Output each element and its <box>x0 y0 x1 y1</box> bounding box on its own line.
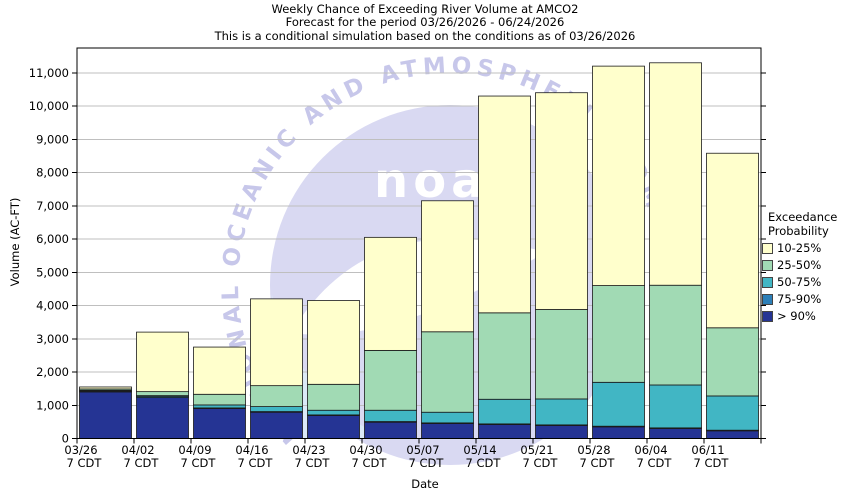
bar-segment <box>307 300 360 385</box>
bar-segment <box>421 411 474 424</box>
chart-titles: Weekly Chance of Exceeding River Volume … <box>0 2 850 43</box>
bar-segment <box>136 331 189 393</box>
y-tick-label: 1,000 <box>36 398 69 412</box>
bar-segment <box>535 398 588 426</box>
bar-segment <box>649 62 702 286</box>
y-tick-label: 6,000 <box>36 232 69 246</box>
x-tick-label: 04/09 7 CDT <box>178 443 216 470</box>
y-axis-label: Volume (AC-FT) <box>8 197 22 287</box>
legend-swatch <box>762 311 773 322</box>
bar-segment <box>307 383 360 411</box>
bar-segment <box>706 152 759 329</box>
bar-segment <box>364 236 417 351</box>
x-tick-label: 04/30 7 CDT <box>349 443 387 470</box>
bar-segment <box>706 395 759 431</box>
legend-item: 10-25% <box>762 242 837 255</box>
bar-segment <box>478 95 531 314</box>
y-tick-label: 4,000 <box>36 299 69 313</box>
x-tick-label: 05/21 7 CDT <box>520 443 558 470</box>
bar-segment <box>193 408 246 439</box>
bar-segment <box>307 415 360 439</box>
legend-swatch <box>762 260 773 271</box>
bar-segment <box>193 404 246 409</box>
bar-segment <box>706 327 759 397</box>
legend-items: 10-25% 25-50% 50-75% 75-90% > 90% <box>762 242 837 323</box>
bar-segment <box>478 312 531 400</box>
legend-label: 25-50% <box>777 258 822 272</box>
x-tick-label: 06/11 7 CDT <box>691 443 729 470</box>
bar-segment <box>79 386 132 390</box>
bar-segment <box>421 423 474 439</box>
chart-title-line3: This is a conditional simulation based o… <box>214 28 636 43</box>
legend-label: 50-75% <box>777 275 822 289</box>
bar-segment <box>193 346 246 395</box>
x-tick-label: 05/14 7 CDT <box>463 443 501 470</box>
x-tick-label: 06/04 7 CDT <box>634 443 672 470</box>
bar-segment <box>136 397 189 439</box>
x-tick-label: 03/26 7 CDT <box>64 443 102 470</box>
x-tick-label: 04/02 7 CDT <box>121 443 159 470</box>
legend-swatch <box>762 243 773 254</box>
legend-item: 25-50% <box>762 259 837 272</box>
bar-segment <box>250 385 303 407</box>
bar-segment <box>592 285 645 383</box>
bar-segment <box>250 298 303 387</box>
y-tick-label: 2,000 <box>36 365 69 379</box>
bar-segment <box>478 398 531 425</box>
y-tick-label: 0 <box>62 432 69 446</box>
bar-segment <box>307 409 360 416</box>
bar-segment <box>649 284 702 386</box>
x-tick-label: 05/28 7 CDT <box>577 443 615 470</box>
y-tick-label: 7,000 <box>36 199 69 213</box>
x-tick-label: 05/07 7 CDT <box>406 443 444 470</box>
bar-segment <box>421 200 474 333</box>
legend: Exceedance Probability 10-25% 25-50% 50-75… <box>762 210 837 323</box>
bar-segment <box>364 421 417 439</box>
legend-label: 75-90% <box>777 292 822 306</box>
legend-item: 50-75% <box>762 276 837 289</box>
y-tick-label: 11,000 <box>29 66 69 80</box>
chart-title-line1: Weekly Chance of Exceeding River Volume … <box>271 2 579 16</box>
legend-label: 10-25% <box>777 241 822 255</box>
bar-segment <box>364 349 417 411</box>
y-tick-label: 5,000 <box>36 265 69 279</box>
bar-segment <box>79 391 132 439</box>
x-tick-label: 04/23 7 CDT <box>292 443 330 470</box>
bar-segment <box>136 391 189 397</box>
bar-segment <box>364 409 417 422</box>
legend-title-line1: Exceedance <box>768 210 838 224</box>
bar-segment <box>592 426 645 439</box>
chart-title-line2: Forecast for the period 03/26/2026 - 06/… <box>285 15 565 30</box>
legend-item: > 90% <box>762 310 837 323</box>
legend-item: 75-90% <box>762 293 837 306</box>
bar-segment <box>250 411 303 439</box>
bar-segment <box>592 381 645 427</box>
bar-segment <box>535 425 588 439</box>
bar-segment <box>421 331 474 413</box>
legend-title: Exceedance Probability <box>762 210 837 238</box>
legend-label: > 90% <box>777 309 816 323</box>
bar-segment <box>250 406 303 412</box>
bar-segment <box>592 65 645 286</box>
y-tick-label: 8,000 <box>36 166 69 180</box>
y-tick-label: 3,000 <box>36 332 69 346</box>
x-axis-label: Date <box>411 477 439 491</box>
plot-border <box>76 47 762 439</box>
bar-segment <box>649 384 702 429</box>
legend-swatch <box>762 277 773 288</box>
bar-segment <box>706 430 759 439</box>
bar-segment <box>193 393 246 406</box>
legend-title-line2: Probability <box>768 224 829 238</box>
bar-segment <box>649 428 702 439</box>
x-tick-label: 04/16 7 CDT <box>235 443 273 470</box>
bar-segment <box>535 309 588 400</box>
bar-segment <box>535 92 588 310</box>
y-tick-label: 10,000 <box>29 99 69 113</box>
y-tick-label: 9,000 <box>36 132 69 146</box>
legend-swatch <box>762 294 773 305</box>
bar-segment <box>478 424 531 439</box>
